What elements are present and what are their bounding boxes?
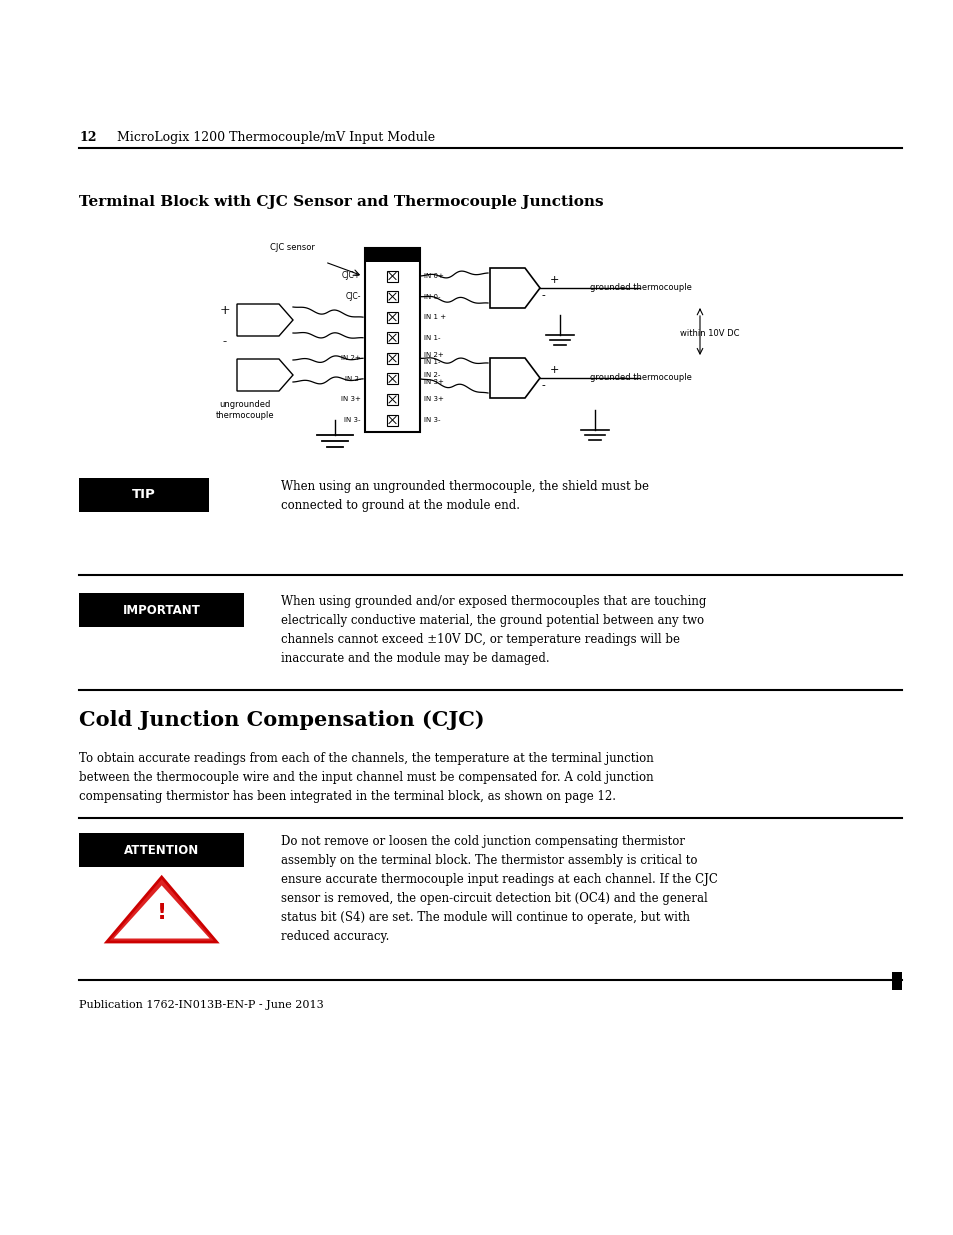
Bar [365, 248, 419, 432]
Text: IN 1 +: IN 1 + [423, 314, 446, 320]
Bar [79, 478, 209, 513]
Text: MicroLogix 1200 Thermocouple/mV Input Module: MicroLogix 1200 Thermocouple/mV Input Mo… [117, 131, 435, 144]
Text: +: + [219, 304, 230, 316]
Polygon shape [107, 877, 216, 942]
Text: grounded thermocouple: grounded thermocouple [589, 373, 691, 383]
Text: IN 3-: IN 3- [423, 417, 440, 424]
Bar [387, 270, 397, 282]
Text: Publication 1762-IN013B-EN-P - June 2013: Publication 1762-IN013B-EN-P - June 2013 [79, 1000, 324, 1010]
Text: within 10V DC: within 10V DC [679, 329, 739, 337]
Text: ATTENTION: ATTENTION [124, 844, 199, 857]
Text: IN 3+: IN 3+ [341, 396, 360, 403]
Bar [387, 291, 397, 303]
Text: CJC+: CJC+ [341, 272, 360, 280]
Text: -: - [223, 336, 227, 348]
Polygon shape [236, 359, 293, 391]
Bar [387, 353, 397, 364]
Text: IN 2-: IN 2- [344, 375, 360, 382]
Text: Terminal Block with CJC Sensor and Thermocouple Junctions: Terminal Block with CJC Sensor and Therm… [79, 195, 603, 209]
Bar [79, 832, 244, 867]
Text: IN 2-
IN 3+: IN 2- IN 3+ [423, 373, 443, 385]
Text: Cold Junction Compensation (CJC): Cold Junction Compensation (CJC) [79, 710, 484, 730]
Bar [891, 972, 901, 990]
Bar [387, 394, 397, 405]
Text: CJC sensor: CJC sensor [270, 243, 314, 252]
Text: Do not remove or loosen the cold junction compensating thermistor
assembly on th: Do not remove or loosen the cold junctio… [281, 835, 718, 944]
Bar [365, 248, 419, 262]
Text: IMPORTANT: IMPORTANT [123, 604, 200, 616]
Text: IN 1-: IN 1- [423, 335, 440, 341]
Bar [387, 373, 397, 384]
Text: IN 2+
IN 1-: IN 2+ IN 1- [423, 352, 443, 364]
Text: IN 0-: IN 0- [423, 294, 440, 300]
Text: +: + [550, 275, 558, 285]
Polygon shape [113, 885, 210, 939]
Text: -: - [541, 382, 545, 391]
Bar [387, 332, 397, 343]
Text: +: + [550, 366, 558, 375]
Text: To obtain accurate readings from each of the channels, the temperature at the te: To obtain accurate readings from each of… [79, 752, 653, 803]
Bar [387, 415, 397, 426]
Text: When using an ungrounded thermocouple, the shield must be
connected to ground at: When using an ungrounded thermocouple, t… [281, 480, 649, 513]
Text: IN 3-: IN 3- [344, 417, 360, 424]
Text: IN 2+: IN 2+ [341, 356, 360, 362]
Text: CJC-: CJC- [345, 291, 360, 301]
Text: ungrounded
thermocouple: ungrounded thermocouple [215, 400, 274, 420]
Text: !: ! [156, 903, 167, 923]
Text: -: - [541, 291, 545, 301]
Text: IN 0+: IN 0+ [423, 273, 443, 279]
Polygon shape [490, 358, 539, 398]
Text: grounded thermocouple: grounded thermocouple [589, 284, 691, 293]
Bar [387, 311, 397, 322]
Text: IN 3+: IN 3+ [423, 396, 443, 403]
Polygon shape [236, 304, 293, 336]
Text: When using grounded and/or exposed thermocouples that are touching
electrically : When using grounded and/or exposed therm… [281, 595, 706, 664]
Text: TIP: TIP [132, 489, 156, 501]
Text: 12: 12 [79, 131, 96, 144]
Bar [79, 593, 244, 627]
Polygon shape [490, 268, 539, 308]
